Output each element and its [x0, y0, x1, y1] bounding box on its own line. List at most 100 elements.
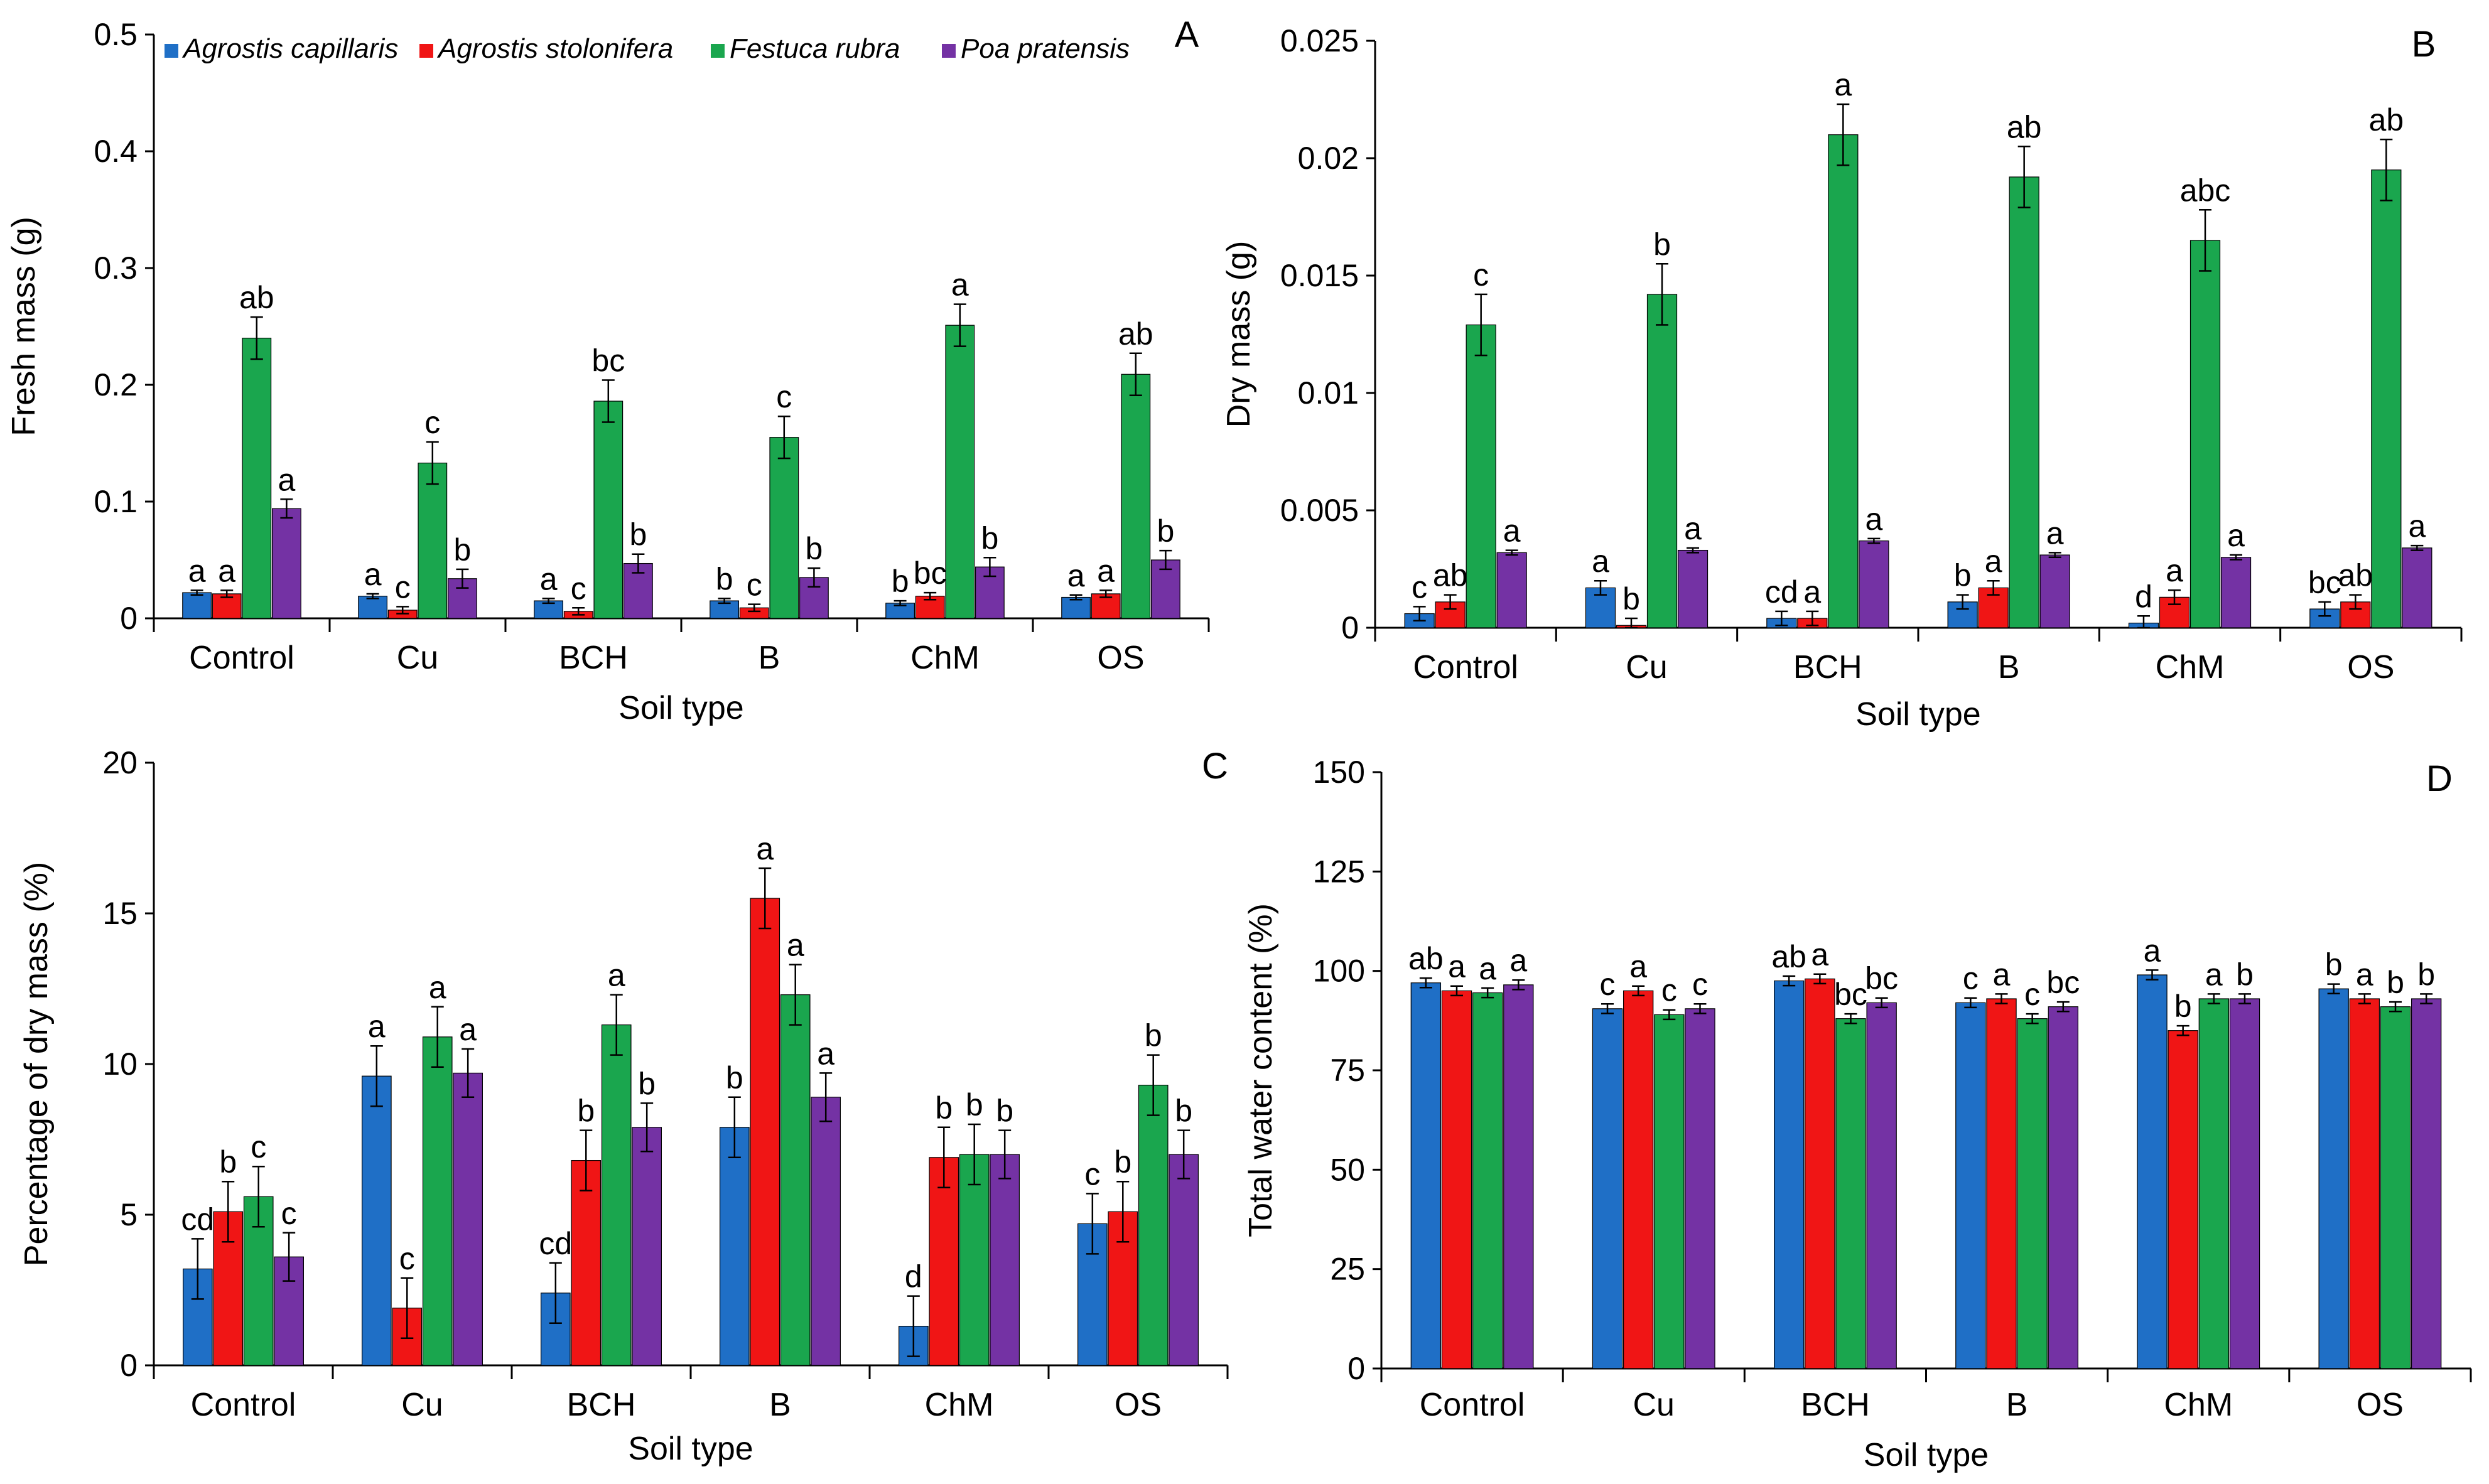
- category-label: ChM: [925, 1387, 994, 1423]
- y-tick-label: 0.005: [1280, 493, 1359, 528]
- bar: [1805, 978, 1835, 1369]
- bar: [2402, 547, 2432, 628]
- bar: [1955, 1002, 1986, 1369]
- category-label: Cu: [397, 640, 438, 676]
- category-label: BCH: [559, 640, 628, 676]
- legend: Agrostis capillaris Agrostis stolonifera F…: [165, 33, 1130, 64]
- significance-letter: d: [905, 1259, 922, 1294]
- bar: [2137, 974, 2168, 1369]
- significance-letter: a: [1811, 937, 1828, 972]
- category-label: OS: [1115, 1387, 1162, 1423]
- significance-letter: a: [1067, 558, 1085, 593]
- significance-letter: cd: [1765, 574, 1798, 610]
- significance-letter: b: [2387, 965, 2404, 1000]
- significance-letter: a: [1803, 574, 1821, 610]
- y-tick-label: 0.01: [1298, 375, 1359, 411]
- bar: [1859, 540, 1889, 628]
- bar: [1774, 980, 1805, 1369]
- category-label: BCH: [1801, 1387, 1870, 1423]
- panel-label: B: [2412, 24, 2436, 65]
- y-tick-label: 10: [102, 1046, 138, 1082]
- bar: [719, 1127, 750, 1366]
- category-label: OS: [2347, 649, 2394, 686]
- significance-letter: b: [2417, 957, 2435, 992]
- significance-letter: c: [281, 1196, 297, 1231]
- y-tick-label: 0.5: [94, 17, 138, 52]
- significance-letter: ab: [2338, 558, 2373, 593]
- significance-letter: b: [935, 1090, 953, 1126]
- category-label: B: [769, 1387, 791, 1423]
- bar: [769, 437, 799, 619]
- significance-letter: a: [1503, 513, 1521, 549]
- y-tick-label: 100: [1313, 954, 1365, 989]
- significance-letter: a: [2356, 957, 2373, 992]
- significance-letter: b: [2236, 957, 2254, 992]
- significance-letter: ab: [2007, 109, 2042, 144]
- bar: [1466, 324, 1496, 628]
- significance-letter: a: [364, 557, 382, 592]
- significance-letter: c: [747, 567, 762, 603]
- bar: [2371, 169, 2402, 628]
- bar: [2380, 1006, 2411, 1369]
- bar: [2017, 1018, 2048, 1369]
- y-tick-label: 0: [120, 1348, 138, 1383]
- bar: [990, 1154, 1020, 1366]
- y-tick-label: 0: [1347, 1351, 1365, 1386]
- significance-letter: c: [1661, 973, 1677, 1008]
- category-label: BCH: [567, 1387, 636, 1423]
- bar: [632, 1127, 662, 1366]
- category-label: B: [2006, 1387, 2028, 1423]
- y-axis-title: Percentage of dry mass (%): [18, 862, 55, 1266]
- bar: [780, 994, 811, 1366]
- bar: [2009, 176, 2039, 628]
- significance-letter: a: [218, 553, 235, 588]
- significance-letter: b: [1175, 1094, 1192, 1129]
- y-tick-label: 75: [1330, 1053, 1365, 1088]
- significance-letter: ab: [1433, 558, 1468, 593]
- significance-letter: c: [424, 405, 440, 440]
- category-label: OS: [1097, 640, 1144, 676]
- significance-letter: a: [1479, 951, 1496, 986]
- significance-letter: a: [1684, 511, 1702, 546]
- y-tick-label: 50: [1330, 1152, 1365, 1187]
- bar: [1622, 990, 1654, 1369]
- significance-letter: bc: [2308, 565, 2341, 600]
- significance-letter: a: [2205, 957, 2223, 992]
- bar: [2220, 557, 2252, 628]
- y-tick-label: 20: [102, 745, 138, 780]
- bar: [1592, 1008, 1623, 1369]
- bar: [1986, 998, 2017, 1369]
- significance-letter: cd: [539, 1226, 572, 1261]
- y-tick-label: 5: [120, 1197, 138, 1232]
- significance-letter: bc: [1865, 961, 1898, 996]
- y-tick-label: 0.2: [94, 367, 138, 402]
- y-tick-label: 0.4: [94, 134, 138, 169]
- bar: [2048, 1006, 2079, 1369]
- bar: [2039, 554, 2070, 628]
- bar: [1866, 1002, 1897, 1369]
- category-label: OS: [2357, 1387, 2404, 1423]
- x-axis-title: Soil type: [618, 690, 743, 726]
- bar: [945, 325, 975, 619]
- significance-letter: b: [716, 561, 733, 596]
- bar: [1677, 549, 1709, 628]
- significance-letter: a: [540, 561, 558, 596]
- significance-letter: a: [1097, 553, 1115, 588]
- bar: [1947, 601, 1978, 628]
- significance-letter: a: [1592, 544, 1609, 579]
- legend-label: Poa pratensis: [961, 33, 1130, 64]
- y-tick-label: 25: [1330, 1252, 1365, 1287]
- significance-letter: ab: [1771, 939, 1806, 974]
- significance-letter: ab: [2369, 102, 2404, 137]
- category-label: ChM: [910, 640, 980, 676]
- bar: [1061, 596, 1091, 619]
- category-label: Cu: [401, 1387, 443, 1423]
- bar: [750, 898, 780, 1366]
- y-tick-label: 0: [120, 601, 138, 636]
- category-label: Cu: [1633, 1387, 1675, 1423]
- bar: [929, 1157, 959, 1366]
- significance-letter: a: [1993, 957, 2011, 992]
- significance-letter: a: [756, 831, 774, 866]
- significance-letter: c: [571, 571, 586, 606]
